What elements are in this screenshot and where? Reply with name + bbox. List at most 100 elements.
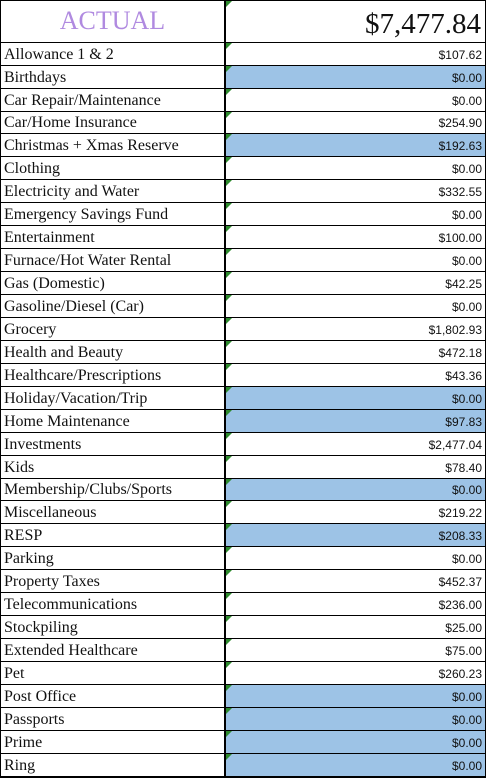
table-row: Car Repair/Maintenance $0.00	[0, 87, 486, 112]
category-cell[interactable]: Extended Healthcare	[0, 638, 226, 663]
table-row: Property Taxes $452.37	[0, 569, 486, 594]
amount-value: $75.00	[445, 644, 482, 659]
category-cell[interactable]: Car Repair/Maintenance	[0, 87, 226, 112]
header-title-cell[interactable]: ACTUAL	[0, 0, 226, 43]
category-cell[interactable]: Health and Beauty	[0, 339, 226, 364]
category-cell[interactable]: Miscellaneous	[0, 500, 226, 525]
amount-cell[interactable]: $208.33	[223, 523, 486, 548]
amount-cell[interactable]: $75.00	[223, 638, 486, 663]
amount-cell[interactable]: $97.83	[223, 408, 486, 433]
amount-cell[interactable]: $43.36	[223, 362, 486, 387]
amount-cell[interactable]: $0.00	[223, 64, 486, 89]
category-cell[interactable]: Parking	[0, 546, 226, 571]
category-cell[interactable]: Telecommunications	[0, 592, 226, 617]
amount-cell[interactable]: $0.00	[223, 683, 486, 708]
amount-cell[interactable]: $332.55	[223, 179, 486, 204]
comment-marker-icon	[226, 731, 232, 737]
comment-marker-icon	[226, 89, 232, 95]
category-cell[interactable]: Investments	[0, 431, 226, 456]
amount-cell[interactable]: $0.00	[223, 294, 486, 318]
category-cell[interactable]: Clothing	[0, 156, 226, 181]
category-label: Extended Healthcare	[4, 642, 138, 660]
category-cell[interactable]: Passports	[0, 706, 226, 731]
amount-value: $2,477.04	[428, 437, 482, 452]
header-row: ACTUAL $7,477.84	[0, 0, 486, 43]
comment-marker-icon	[226, 226, 232, 233]
category-cell[interactable]: Emergency Savings Fund	[0, 202, 226, 227]
amount-cell[interactable]: $0.00	[223, 477, 486, 502]
amount-cell[interactable]: $192.63	[223, 133, 486, 158]
table-row: Allowance 1 & 2 $107.62	[0, 41, 486, 66]
category-label: Holiday/Vacation/Trip	[4, 389, 148, 407]
table-row: Gas (Domestic) $42.25	[0, 271, 486, 296]
category-cell[interactable]: Gasoline/Diesel (Car)	[0, 294, 226, 318]
amount-cell[interactable]: $25.00	[223, 615, 486, 640]
category-cell[interactable]: Healthcare/Prescriptions	[0, 362, 226, 387]
amount-cell[interactable]: $2,477.04	[223, 431, 486, 456]
category-cell[interactable]: Car/Home Insurance	[0, 110, 226, 135]
amount-cell[interactable]: $0.00	[223, 706, 486, 731]
table-row: Home Maintenance $97.83	[0, 408, 486, 433]
category-cell[interactable]: Property Taxes	[0, 569, 226, 594]
comment-marker-icon	[226, 662, 232, 669]
category-label: Membership/Clubs/Sports	[4, 481, 173, 499]
amount-cell[interactable]: $0.00	[223, 752, 486, 778]
category-cell[interactable]: Post Office	[0, 683, 226, 708]
category-cell[interactable]: Birthdays	[0, 64, 226, 89]
category-cell[interactable]: Prime	[0, 729, 226, 754]
category-cell[interactable]: Furnace/Hot Water Rental	[0, 248, 226, 273]
amount-cell[interactable]: $42.25	[223, 271, 486, 296]
comment-marker-icon	[226, 43, 232, 49]
amount-cell[interactable]: $0.00	[223, 546, 486, 571]
amount-cell[interactable]: $260.23	[223, 661, 486, 685]
amount-cell[interactable]: $0.00	[223, 385, 486, 410]
amount-cell[interactable]: $0.00	[223, 87, 486, 112]
amount-cell[interactable]: $107.62	[223, 41, 486, 66]
category-cell[interactable]: Home Maintenance	[0, 408, 226, 433]
comment-marker-icon	[226, 157, 232, 164]
table-row: Extended Healthcare $75.00	[0, 638, 486, 663]
amount-cell[interactable]: $0.00	[223, 202, 486, 227]
table-row: Healthcare/Prescriptions $43.36	[0, 362, 486, 387]
category-cell[interactable]: Grocery	[0, 316, 226, 341]
comment-marker-icon	[226, 685, 232, 691]
category-cell[interactable]: Holiday/Vacation/Trip	[0, 385, 226, 410]
amount-cell[interactable]: $472.18	[223, 339, 486, 364]
table-row: RESP $208.33	[0, 523, 486, 548]
comment-marker-icon	[226, 524, 232, 531]
amount-cell[interactable]: $236.00	[223, 592, 486, 617]
category-cell[interactable]: Stockpiling	[0, 615, 226, 640]
amount-cell[interactable]: $78.40	[223, 454, 486, 479]
header-total-cell[interactable]: $7,477.84	[223, 0, 486, 43]
category-cell[interactable]: Allowance 1 & 2	[0, 41, 226, 66]
amount-value: $0.00	[451, 254, 482, 269]
category-cell[interactable]: Christmas + Xmas Reserve	[0, 133, 226, 158]
category-cell[interactable]: Ring	[0, 752, 226, 778]
category-cell[interactable]: Electricity and Water	[0, 179, 226, 204]
category-label: Pet	[4, 664, 25, 682]
comment-marker-icon	[226, 456, 232, 462]
category-label: Property Taxes	[4, 573, 100, 591]
amount-value: $0.00	[451, 208, 482, 223]
amount-cell[interactable]: $100.00	[223, 225, 486, 250]
category-cell[interactable]: RESP	[0, 523, 226, 548]
amount-cell[interactable]: $0.00	[223, 729, 486, 754]
amount-cell[interactable]: $0.00	[223, 156, 486, 181]
category-cell[interactable]: Gas (Domestic)	[0, 271, 226, 296]
table-row: Telecommunications $236.00	[0, 592, 486, 617]
amount-cell[interactable]: $254.90	[223, 110, 486, 135]
category-cell[interactable]: Membership/Clubs/Sports	[0, 477, 226, 502]
amount-value: $0.00	[451, 689, 482, 704]
category-cell[interactable]: Entertainment	[0, 225, 226, 250]
amount-cell[interactable]: $0.00	[223, 248, 486, 273]
amount-value: $472.18	[438, 345, 482, 360]
comment-marker-icon	[226, 364, 232, 370]
category-cell[interactable]: Pet	[0, 661, 226, 685]
amount-cell[interactable]: $452.37	[223, 569, 486, 594]
comment-marker-icon	[226, 754, 232, 760]
amount-cell[interactable]: $219.22	[223, 500, 486, 525]
amount-cell[interactable]: $1,802.93	[223, 316, 486, 341]
category-cell[interactable]: Kids	[0, 454, 226, 479]
